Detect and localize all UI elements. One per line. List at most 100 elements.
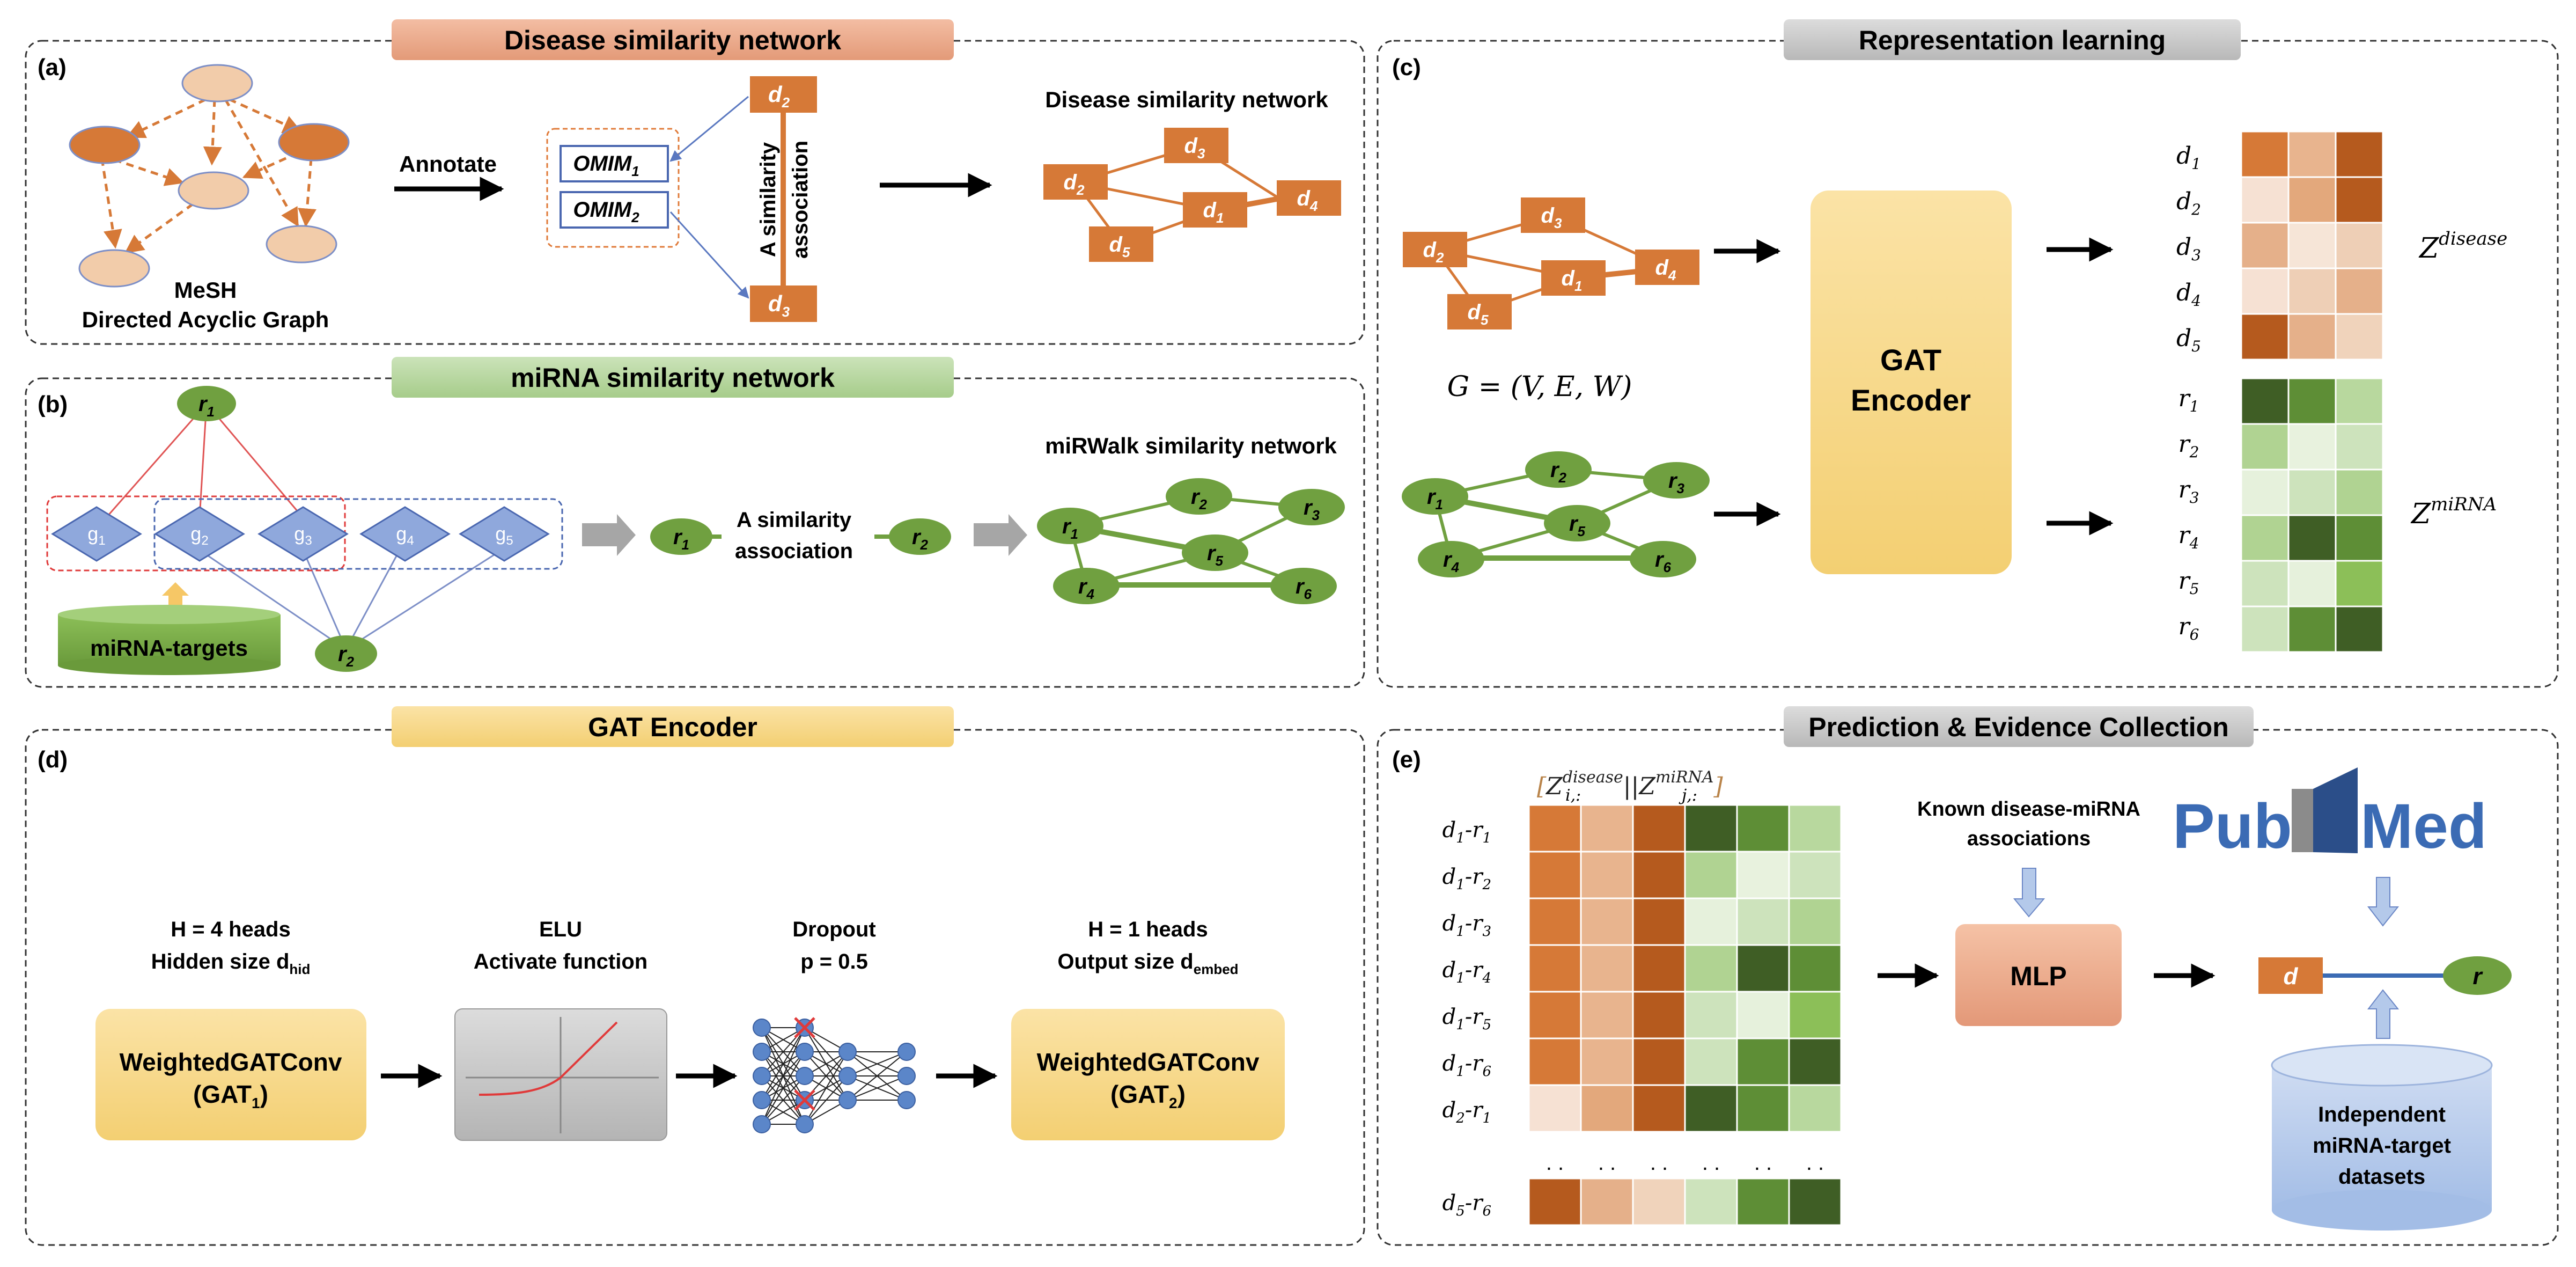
c-mirna-graph-nodes: r2 r3 r1 r5 r4 r6: [1402, 451, 1710, 577]
graph-formula: G = (V, E, W): [1447, 371, 1632, 403]
svg-text:r3: r3: [1304, 496, 1320, 523]
pair-matrix-cell: [1632, 851, 1686, 899]
pair-matrix-cell: [1580, 1037, 1634, 1086]
dropout-neuron: [796, 1067, 814, 1085]
c-mirna-node: [1525, 451, 1592, 488]
pair-matrix-cell: [1528, 1084, 1582, 1133]
mirna-matrix-cell: [2287, 605, 2337, 653]
disease-net-node: [1089, 226, 1153, 262]
gray-arrow-1-icon: [582, 514, 636, 556]
dropout-line1: Dropout: [792, 918, 876, 941]
disease-net-nodes: d3 d2 d1 d4 d5: [1043, 128, 1341, 262]
panel-d-tag: (d): [38, 746, 68, 773]
disease-row-labels: d1 d2 d3 d4 d5: [2176, 142, 2201, 355]
pair-label: d1-r2: [1442, 865, 1491, 893]
panel-b-tag: (b): [38, 391, 68, 418]
pair-feature-matrix: [1528, 804, 1842, 1133]
panel-b-header: miRNA similarity network: [511, 363, 835, 393]
dropout-neuron: [753, 1115, 771, 1133]
pair-labels: d1-r1 d1-r2 d1-r3 d1-r4 d1-r5 d1-r6 d2-r…: [1442, 818, 1491, 1219]
pair-matrix-cell: [1788, 1084, 1842, 1133]
disease-matrix-cell: [2287, 267, 2337, 315]
dropout-edge: [761, 1075, 805, 1125]
independent-db: [2271, 1044, 2493, 1231]
dropout-edge: [804, 1075, 848, 1125]
disease-matrix-cell: [2287, 313, 2337, 361]
svg-text:r2: r2: [1550, 458, 1567, 486]
disease-row-label: d1: [2176, 142, 2201, 173]
gat-encoder-line2: Encoder: [1851, 383, 1971, 417]
dropout-neuron: [796, 1043, 814, 1061]
mirna-matrix-cell: [2335, 560, 2384, 607]
pair-matrix-cell: [1632, 944, 1686, 993]
pair-label: d1-r1: [1442, 818, 1491, 846]
pair-matrix-cell: [1736, 804, 1790, 853]
mirna-row-label: r2: [2178, 430, 2199, 461]
disease-net-node: [1164, 128, 1228, 163]
mesh-dag: [69, 64, 350, 288]
pubmed-logo-pub: Pub: [2173, 791, 2292, 862]
panel-a-header: Disease similarity network: [504, 25, 841, 55]
mirna-row-label: r1: [2178, 385, 2199, 415]
c-disease-node: [1521, 197, 1585, 233]
pair-matrix-cell: [1632, 1177, 1686, 1226]
pair-matrix-cell: [1528, 851, 1582, 899]
panel-a: Disease similarity network (a) MeSH Dire…: [25, 19, 1365, 345]
disease-net-node: [1277, 180, 1341, 216]
mirna-row-label: r3: [2178, 476, 2199, 507]
gat1-block: [95, 1009, 366, 1140]
panel-c-tag: (c): [1392, 54, 1421, 80]
z-disease-label: Zdisease: [2418, 228, 2507, 265]
panel-e-tag: (e): [1392, 746, 1421, 773]
disease-matrix-cell: [2335, 130, 2384, 178]
c-mirna-node: [1418, 541, 1484, 577]
gat-encoder-block: [1810, 191, 2012, 574]
panel-c-header-box: [1784, 19, 2241, 60]
pair-matrix-cell: [1788, 1177, 1842, 1226]
mirna-row-labels: r1 r2 r3 r4 r5 r6: [2178, 385, 2199, 643]
gat1-caption-line1: H = 4 heads: [171, 918, 290, 941]
c-disease-node: [1447, 294, 1512, 329]
pair-matrix-cell: [1736, 897, 1790, 946]
svg-text:d1: d1: [1203, 199, 1224, 226]
ellipsis-dots: . .: [1754, 1151, 1772, 1175]
dropout-edge: [804, 1051, 848, 1125]
known-line2: associations: [1967, 827, 2091, 850]
gat-encoder-line1: GAT: [1880, 343, 1941, 377]
db-line1: Independent: [2318, 1103, 2446, 1126]
mirna-row-label: r4: [2178, 522, 2199, 552]
gene-nodes: g1 g2 g3 g4 g5: [51, 506, 550, 562]
z-mirna-label: ZmiRNA: [2410, 494, 2497, 530]
elu-curve: [479, 1021, 618, 1096]
pair-matrix-cell: [1528, 804, 1582, 853]
panel-d: GAT Encoder (d) H = 4 heads Hidden size …: [25, 706, 1365, 1246]
panel-c-header: Representation learning: [1859, 25, 2166, 55]
pubmed-logo-med: Med: [2360, 791, 2487, 862]
mid-sim-line1: A similarity: [737, 508, 852, 532]
elu-line1: ELU: [539, 918, 582, 941]
dropout-edge: [761, 1051, 805, 1125]
panel-a-tag: (a): [38, 54, 67, 80]
pair-matrix-cell: [1580, 804, 1634, 853]
mirna-matrix-cell: [2240, 377, 2290, 425]
pair-matrix-cell: [1684, 1177, 1738, 1226]
pair-matrix-cell: [1632, 1037, 1686, 1086]
svg-text:g1: g1: [87, 523, 105, 548]
concat-label: [Zdisease||ZmiRNA]: [1537, 768, 1724, 800]
gat1-line2: (GAT1): [193, 1080, 268, 1111]
pair-matrix-cell: [1736, 1177, 1790, 1226]
svg-text:g2: g2: [190, 523, 208, 548]
gat2-line2: (GAT2): [1110, 1080, 1186, 1111]
vertical-sim-line2: association: [789, 141, 812, 259]
panel-e: Prediction & Evidence Collection (e) [Zd…: [1377, 706, 2559, 1246]
db-line2: miRNA-target: [2313, 1134, 2451, 1158]
mirna-net-node: [1166, 478, 1232, 515]
dropout-neuron: [796, 1115, 814, 1133]
pair-matrix-cell: [1684, 851, 1738, 899]
disease-matrix-cell: [2335, 222, 2384, 269]
ellipsis-dots: . .: [1702, 1151, 1720, 1175]
mirna-matrix-cell: [2287, 468, 2337, 516]
gat1-caption-line2: Hidden size dhid: [151, 950, 311, 977]
mirna-targets-db: [58, 605, 281, 675]
dropout-neuron: [753, 1091, 771, 1109]
